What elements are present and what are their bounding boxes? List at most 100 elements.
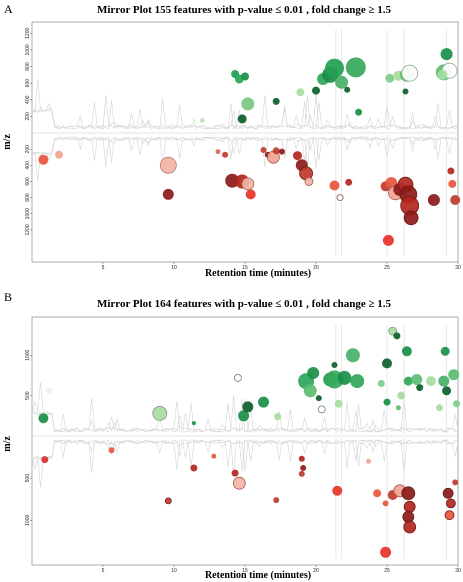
feature-point-up (426, 376, 436, 387)
feature-point-down (272, 147, 280, 155)
y-tick-label: 200 (25, 145, 31, 154)
feature-point-down (215, 149, 221, 155)
feature-point-up (440, 48, 453, 61)
feature-point-up (437, 69, 448, 80)
feature-point-down (366, 458, 371, 464)
panel-a-ylabel: m/z (2, 134, 13, 150)
feature-point-up (448, 369, 460, 381)
feature-point-down (241, 177, 255, 191)
feature-point-down (164, 497, 172, 505)
feature-point-up (436, 404, 443, 412)
chromatogram-traces (31, 30, 459, 256)
y-tick-label: 400 (25, 95, 31, 104)
x-tick-label: 30 (455, 568, 461, 574)
panel-b: B Mirror Plot 164 features with p-value … (2, 290, 461, 581)
x-tick-label: 30 (455, 265, 461, 271)
y-tick-label: 400 (25, 161, 31, 170)
x-tick-label: 10 (171, 568, 177, 574)
trace-down (31, 439, 459, 474)
feature-point-up (238, 410, 250, 422)
y-tick-label: 500 (25, 474, 31, 483)
panel-b-letter: B (4, 290, 12, 304)
x-tick-label: 20 (313, 568, 319, 574)
y-tick-label: 200 (25, 112, 31, 121)
feature-point-up (416, 384, 424, 392)
feature-point-down (450, 195, 461, 205)
x-tick-label: 20 (313, 265, 319, 271)
feature-point-down (345, 178, 353, 186)
feature-point-up (453, 400, 461, 408)
y-tick-label: 1200 (25, 28, 31, 39)
feature-point-down (278, 148, 285, 155)
feature-point-down (260, 147, 267, 153)
x-axis-ticks: 5 10 15 20 25 30 (102, 565, 461, 574)
panel-a-letter: A (4, 2, 13, 16)
feature-point-down (245, 189, 256, 200)
feature-point-up (331, 362, 338, 368)
feature-points (38, 326, 461, 558)
feature-point-up (377, 380, 385, 387)
y-axis-ticks: 500 1000 500 1000 (25, 350, 32, 526)
panel-a-title: Mirror Plot 155 features with p-value ≤ … (97, 4, 392, 16)
feature-point-up (350, 374, 365, 389)
y-tick-label: 1200 (25, 224, 31, 235)
y-tick-label: 600 (25, 177, 31, 186)
feature-point-down (162, 188, 174, 200)
feature-point-down (329, 180, 340, 191)
feature-point-down (403, 210, 419, 226)
feature-point-up (199, 118, 205, 123)
feature-point-down (336, 194, 344, 202)
feature-point-up (383, 398, 391, 406)
feature-point-up (38, 413, 49, 424)
feature-point-down (222, 151, 229, 158)
feature-point-down (273, 497, 280, 504)
feature-point-up (241, 72, 249, 81)
feature-point-up (382, 358, 392, 369)
feature-point-down (231, 469, 239, 477)
feature-point-up (241, 97, 255, 111)
feature-point-up (307, 367, 320, 379)
feature-point-up (438, 375, 450, 387)
feature-point-down (38, 154, 49, 165)
feature-point-down (300, 465, 307, 471)
feature-point-down (403, 520, 417, 534)
feature-point-down (211, 453, 217, 459)
feature-point-down (427, 194, 440, 206)
y-tick-label: 1000 (25, 350, 31, 361)
x-tick-label: 25 (384, 568, 390, 574)
feature-point-up (312, 86, 320, 95)
feature-point-up (403, 376, 413, 386)
feature-point-up (388, 326, 398, 336)
x-axis-ticks: 5 10 15 20 25 30 (102, 262, 461, 271)
feature-point-up (258, 396, 269, 408)
feature-point-up (401, 64, 419, 82)
y-tick-label: 1000 (25, 208, 31, 219)
feature-point-down (445, 498, 456, 509)
feature-point-up (345, 348, 360, 363)
feature-point-up (401, 346, 412, 357)
feature-point-down (444, 510, 455, 521)
feature-point-up (335, 75, 349, 89)
feature-point-down (293, 151, 302, 161)
y-tick-label: 800 (25, 62, 31, 71)
feature-point-up (385, 73, 395, 83)
feature-point-down (304, 177, 314, 186)
x-tick-label: 15 (242, 568, 248, 574)
feature-point-up (411, 374, 423, 385)
feature-point-down (401, 486, 416, 501)
feature-point-up (317, 405, 326, 414)
x-tick-label: 5 (102, 568, 105, 574)
feature-point-down (108, 447, 115, 454)
x-tick-label: 25 (384, 265, 390, 271)
y-tick-label: 500 (25, 391, 31, 400)
chromatogram-traces (31, 325, 459, 559)
panel-a: A Mirror Plot 155 features with p-value … (2, 2, 461, 279)
feature-point-up (325, 58, 344, 78)
feature-point-up (345, 57, 366, 78)
feature-point-up (152, 405, 168, 421)
feature-point-up (191, 421, 196, 426)
panel-b-plot: 500 1000 500 1000 5 10 15 20 25 30 (25, 325, 461, 574)
feature-point-up (242, 401, 254, 413)
feature-point-down (382, 500, 389, 507)
feature-point-up (233, 373, 242, 382)
